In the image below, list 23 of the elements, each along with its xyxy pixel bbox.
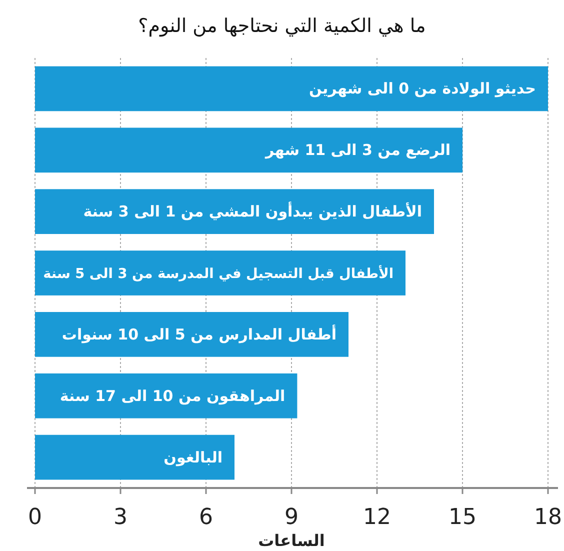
y-tick-label: الأطفال الذين يبدأون المشي من 1 الى 3 سنة	[83, 202, 422, 221]
bar	[35, 434, 234, 480]
x-tick-label: 6	[199, 505, 213, 530]
x-tick-label: 18	[534, 505, 562, 530]
bar	[35, 128, 462, 173]
y-tick-label: الرضع من 3 الى 11 شهر	[264, 141, 450, 160]
chart-title: ما هي الكمية التي نحتاجها من النوم؟	[138, 15, 426, 37]
x-tick-label: 3	[114, 505, 128, 530]
y-tick-label: المراهقون من 10 الى 17 سنة	[60, 386, 286, 405]
x-tick-label: 15	[448, 505, 476, 530]
y-tick-label: حديثو الولادة من 0 الى شهرين	[309, 80, 536, 98]
x-axis-title: الساعات	[258, 531, 325, 550]
y-tick-label: أطفال المدارس من 5 الى 10 سنوات	[62, 324, 336, 344]
bar	[35, 189, 434, 234]
bar	[35, 373, 298, 418]
x-tick-label: 12	[363, 505, 391, 530]
y-tick-label: البالغون	[164, 448, 222, 466]
bar	[35, 250, 406, 296]
bar	[35, 66, 548, 112]
y-tick-label: الأطفال قبل التسجيل في المدرسة من 3 الى 5 سنة	[43, 265, 394, 282]
x-tick-label: 9	[284, 505, 298, 530]
bar	[35, 312, 348, 357]
x-tick-label: 0	[28, 505, 42, 530]
